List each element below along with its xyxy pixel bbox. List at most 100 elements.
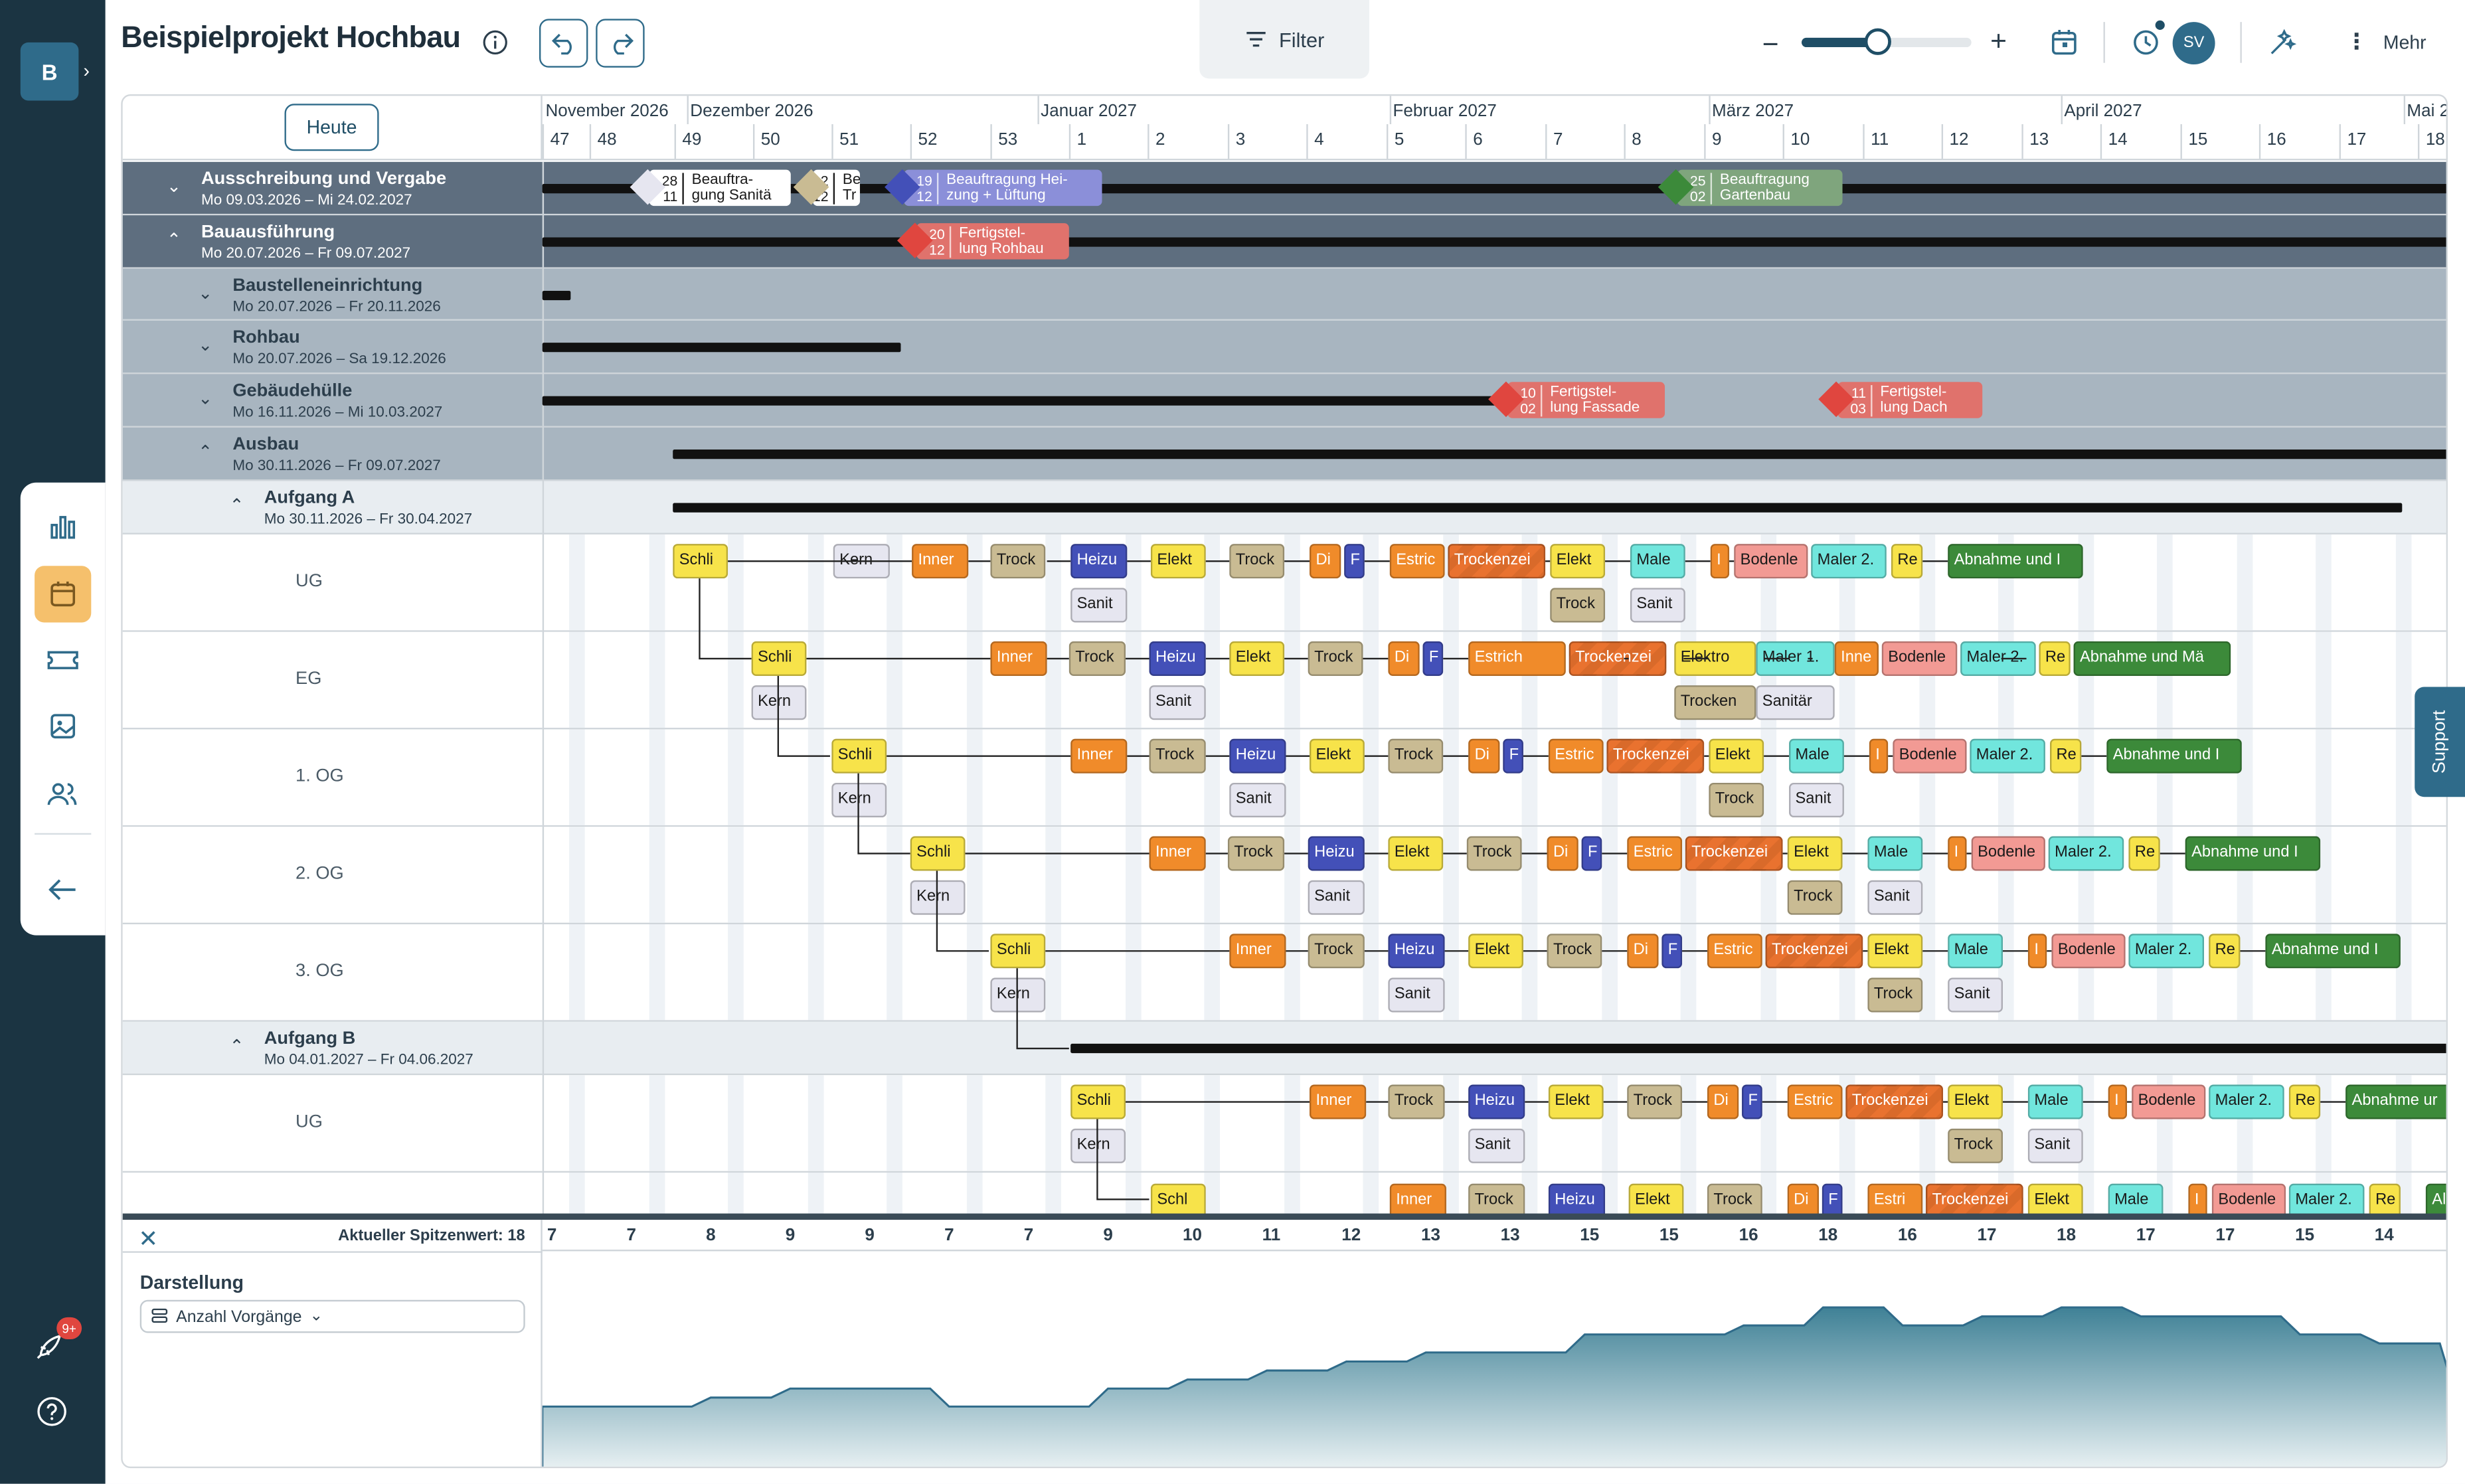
task-bar[interactable]: Di [1547, 836, 1578, 871]
task-bar[interactable]: Elekt [1948, 1084, 2003, 1119]
task-bar[interactable]: Trockenzei [1765, 934, 1863, 969]
magic-wand-icon[interactable] [2268, 29, 2297, 64]
help-icon[interactable] [36, 1396, 67, 1435]
task-bar[interactable]: Sanit [1948, 977, 2003, 1013]
milestone[interactable]: 28 11 Beauftra-gung Sanitä [649, 169, 791, 206]
display-select[interactable]: Anzahl Vorgänge ⌄ [139, 1299, 525, 1333]
row-label-r9[interactable]: EG [122, 631, 543, 730]
row-label-r11[interactable]: 2. OG [122, 827, 543, 925]
zoom-in-icon[interactable]: + [1990, 25, 2007, 57]
close-icon[interactable]: ✕ [138, 1226, 159, 1253]
task-bar[interactable]: Maler 2. [1811, 544, 1887, 579]
task-bar[interactable]: Trock [1787, 880, 1843, 915]
task-bar[interactable]: Inne [1834, 641, 1879, 676]
task-bar[interactable]: Bodenle [1893, 738, 1967, 774]
chevron-up-icon[interactable]: ⌃ [229, 497, 244, 516]
milestone[interactable]: 19 12 Beauftragung Hei-zung + Lüftung [904, 169, 1102, 206]
task-bar[interactable]: I [1948, 836, 1967, 871]
task-bar[interactable]: Trock [1388, 1084, 1445, 1119]
task-bar[interactable]: Trock [1709, 782, 1764, 818]
task-bar[interactable]: Re [2288, 1084, 2321, 1119]
task-bar[interactable]: Trock [1627, 1084, 1683, 1119]
splitter[interactable] [122, 1213, 2446, 1220]
summary-bar[interactable] [542, 396, 1497, 406]
task-bar[interactable]: Kern [990, 977, 1046, 1013]
zoom-slider-handle[interactable] [1864, 28, 1891, 55]
summary-bar[interactable] [542, 237, 2446, 247]
summary-bar[interactable] [673, 503, 2403, 513]
task-bar[interactable]: F [1344, 544, 1365, 579]
task-bar[interactable]: Di [1468, 738, 1500, 774]
nav-users[interactable] [35, 766, 91, 822]
task-bar[interactable]: Sanit [1070, 588, 1128, 623]
task-bar[interactable]: Inner [990, 641, 1047, 676]
task-bar[interactable]: Maler 1. [1756, 641, 1835, 676]
task-bar[interactable]: Di [1627, 934, 1659, 969]
task-bar[interactable]: Estrich [1468, 641, 1566, 676]
task-bar[interactable]: Trockenzei [1845, 1084, 1944, 1119]
task-bar[interactable]: Di [1388, 641, 1420, 676]
chevron-up-icon[interactable]: ⌃ [166, 231, 181, 250]
task-bar[interactable]: Heizu [1070, 544, 1128, 579]
task-bar[interactable]: Bodenle [2132, 1084, 2206, 1119]
task-bar[interactable]: Inner [1070, 738, 1128, 774]
chevron-down-icon[interactable]: ⌄ [198, 336, 213, 356]
task-bar[interactable]: Trock [1068, 641, 1126, 676]
task-bar[interactable]: Abnahme und I [1948, 544, 2083, 579]
task-bar[interactable]: Inner [1310, 1084, 1367, 1119]
task-bar[interactable]: Elekt [1787, 836, 1843, 871]
row-label-r12[interactable]: 3. OG [122, 924, 543, 1022]
task-bar[interactable]: Male [2027, 1084, 2083, 1119]
task-bar[interactable]: Trockenzei [1685, 836, 1783, 871]
task-bar[interactable]: Elekt [1150, 544, 1206, 579]
task-bar[interactable]: Bodenle [1881, 641, 1958, 676]
row-label-r5[interactable]: ⌄ Gebäudehülle Mo 16.11.2026 – Mi 10.03.20… [122, 374, 543, 428]
task-bar[interactable]: Bodenle [1734, 544, 1808, 579]
task-bar[interactable]: Elekt [1550, 544, 1606, 579]
task-bar[interactable]: Heizu [1308, 836, 1365, 871]
task-bar[interactable]: Di [1310, 544, 1341, 579]
task-bar[interactable]: F [1422, 641, 1444, 676]
task-bar[interactable]: Abnahme und I [2185, 836, 2321, 871]
task-bar[interactable]: Maler 2. [1960, 641, 2036, 676]
task-bar[interactable]: Kern [910, 880, 966, 915]
task-bar[interactable]: Abnahme und Mä [2073, 641, 2231, 676]
task-bar[interactable]: Schli [990, 934, 1046, 969]
task-bar[interactable]: I [2108, 1084, 2128, 1119]
row-label-r7[interactable]: ⌃ Aufgang A Mo 30.11.2026 – Fr 30.04.2027 [122, 481, 543, 535]
task-bar[interactable]: Re [2050, 738, 2082, 774]
task-bar[interactable]: Heizu [1388, 934, 1445, 969]
task-bar[interactable]: Al [2425, 1183, 2446, 1218]
milestone[interactable]: 20 12 Fertigstel-lung Rohbau [916, 223, 1069, 260]
milestone[interactable]: 11 03 Fertigstel-lung Dach [1837, 382, 1983, 418]
task-bar[interactable]: Elekt [1548, 1084, 1604, 1119]
task-bar[interactable]: Elekt [1310, 738, 1365, 774]
task-bar[interactable]: Male [1948, 934, 2003, 969]
task-bar[interactable]: Trock [1308, 641, 1363, 676]
nav-back[interactable] [35, 861, 91, 918]
redo-button[interactable] [596, 19, 645, 68]
task-bar[interactable]: Trockenzei [1448, 544, 1546, 579]
task-bar[interactable]: Maler 2. [2048, 836, 2124, 871]
task-bar[interactable]: F [1581, 836, 1602, 871]
task-bar[interactable]: Inner [1149, 836, 1206, 871]
task-bar[interactable]: Bodenle [1971, 836, 2045, 871]
task-bar[interactable]: Re [2369, 1183, 2401, 1218]
summary-bar[interactable] [673, 450, 2446, 459]
task-bar[interactable]: Schli [831, 738, 887, 774]
task-bar[interactable]: Sanit [1229, 782, 1286, 818]
task-bar[interactable]: Abnahme und I [2265, 934, 2401, 969]
history-icon[interactable] [2132, 29, 2160, 64]
nav-images[interactable] [35, 698, 91, 754]
task-bar[interactable]: Estric [1707, 934, 1762, 969]
task-bar[interactable]: Elekt [1388, 836, 1444, 871]
task-bar[interactable]: Heizu [1229, 738, 1286, 774]
task-bar[interactable]: Sanit [1630, 588, 1685, 623]
row-label-r2[interactable]: ⌃ Bauausführung Mo 20.07.2026 – Fr 09.07.2… [122, 215, 543, 269]
avatar[interactable]: SV [2172, 22, 2215, 65]
task-bar[interactable]: Re [2209, 934, 2241, 969]
task-bar[interactable]: Re [2128, 836, 2160, 871]
chevron-right-icon[interactable]: › [83, 59, 90, 82]
task-bar[interactable]: Heizu [1149, 641, 1206, 676]
task-bar[interactable]: Abnahme ur [2345, 1084, 2446, 1119]
